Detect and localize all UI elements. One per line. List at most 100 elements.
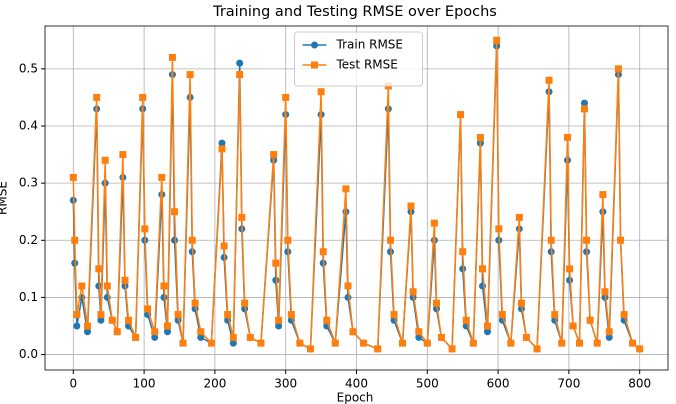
x-tick-label: 0 xyxy=(69,377,77,391)
y-tick-label: 0.3 xyxy=(19,176,38,190)
x-tick-label: 300 xyxy=(274,377,297,391)
point xyxy=(462,316,470,324)
point xyxy=(386,236,394,244)
point xyxy=(620,311,628,319)
point xyxy=(457,111,465,119)
point xyxy=(374,345,382,353)
point xyxy=(160,282,168,290)
point xyxy=(342,185,350,193)
point xyxy=(275,322,283,330)
point xyxy=(479,265,487,273)
point xyxy=(132,333,140,341)
point xyxy=(163,322,171,330)
point xyxy=(186,71,194,79)
point xyxy=(583,236,591,244)
point xyxy=(224,311,232,319)
y-axis-label: RMSE xyxy=(0,181,10,215)
point xyxy=(483,322,491,330)
legend-marker xyxy=(311,61,318,69)
point xyxy=(144,305,152,313)
point xyxy=(174,311,182,319)
point xyxy=(171,208,179,216)
point xyxy=(306,345,314,353)
point xyxy=(636,345,644,353)
plot-frame xyxy=(44,25,669,371)
point xyxy=(95,265,103,273)
point xyxy=(323,316,331,324)
point xyxy=(171,236,179,244)
y-tick-label: 0.1 xyxy=(19,290,38,304)
point xyxy=(270,151,278,159)
point xyxy=(493,36,501,44)
point xyxy=(515,213,523,221)
point xyxy=(507,339,515,347)
point xyxy=(168,53,176,61)
point xyxy=(257,339,265,347)
point xyxy=(73,322,81,330)
point xyxy=(220,242,228,250)
point xyxy=(93,93,101,101)
point xyxy=(580,105,588,113)
point xyxy=(191,299,199,307)
point xyxy=(551,311,559,319)
y-tick-label: 0.2 xyxy=(19,233,38,247)
point xyxy=(69,173,77,181)
point xyxy=(229,333,237,341)
point xyxy=(73,311,81,319)
point xyxy=(113,328,121,336)
chart-title: Training and Testing RMSE over Epochs xyxy=(212,4,497,20)
point xyxy=(459,265,467,273)
x-tick-label: 500 xyxy=(416,377,439,391)
point xyxy=(141,225,149,233)
point xyxy=(179,339,187,347)
point xyxy=(275,316,283,324)
point xyxy=(586,316,594,324)
point xyxy=(437,333,445,341)
point xyxy=(459,248,467,256)
point xyxy=(601,288,609,296)
point xyxy=(284,236,292,244)
point xyxy=(344,282,352,290)
point xyxy=(409,288,417,296)
point xyxy=(83,322,91,330)
x-tick-label: 600 xyxy=(487,377,510,391)
point xyxy=(241,299,249,307)
point xyxy=(282,93,290,101)
point xyxy=(97,316,105,324)
point xyxy=(569,322,577,330)
point xyxy=(238,213,246,221)
legend-marker xyxy=(311,41,318,49)
point xyxy=(483,328,491,336)
point xyxy=(151,328,159,336)
point xyxy=(197,328,205,336)
point xyxy=(319,248,327,256)
point xyxy=(617,236,625,244)
point xyxy=(563,133,571,141)
point xyxy=(614,65,622,73)
point xyxy=(360,339,368,347)
point xyxy=(593,339,601,347)
point xyxy=(533,345,541,353)
point xyxy=(432,299,440,307)
point xyxy=(566,265,574,273)
point xyxy=(236,59,244,67)
point xyxy=(498,311,506,319)
point xyxy=(97,311,105,319)
point xyxy=(399,339,407,347)
point xyxy=(390,311,398,319)
point xyxy=(158,173,166,181)
x-tick-label: 700 xyxy=(557,377,580,391)
point xyxy=(101,156,109,164)
x-tick-label: 200 xyxy=(203,377,226,391)
point xyxy=(83,328,91,336)
point xyxy=(415,333,423,341)
point xyxy=(344,293,352,301)
x-axis-label: Epoch xyxy=(337,391,374,404)
point xyxy=(218,139,226,147)
point xyxy=(517,299,525,307)
point xyxy=(78,282,86,290)
y-tick-label: 0.4 xyxy=(19,119,38,133)
x-tick-label: 400 xyxy=(345,377,368,391)
point xyxy=(160,293,168,301)
